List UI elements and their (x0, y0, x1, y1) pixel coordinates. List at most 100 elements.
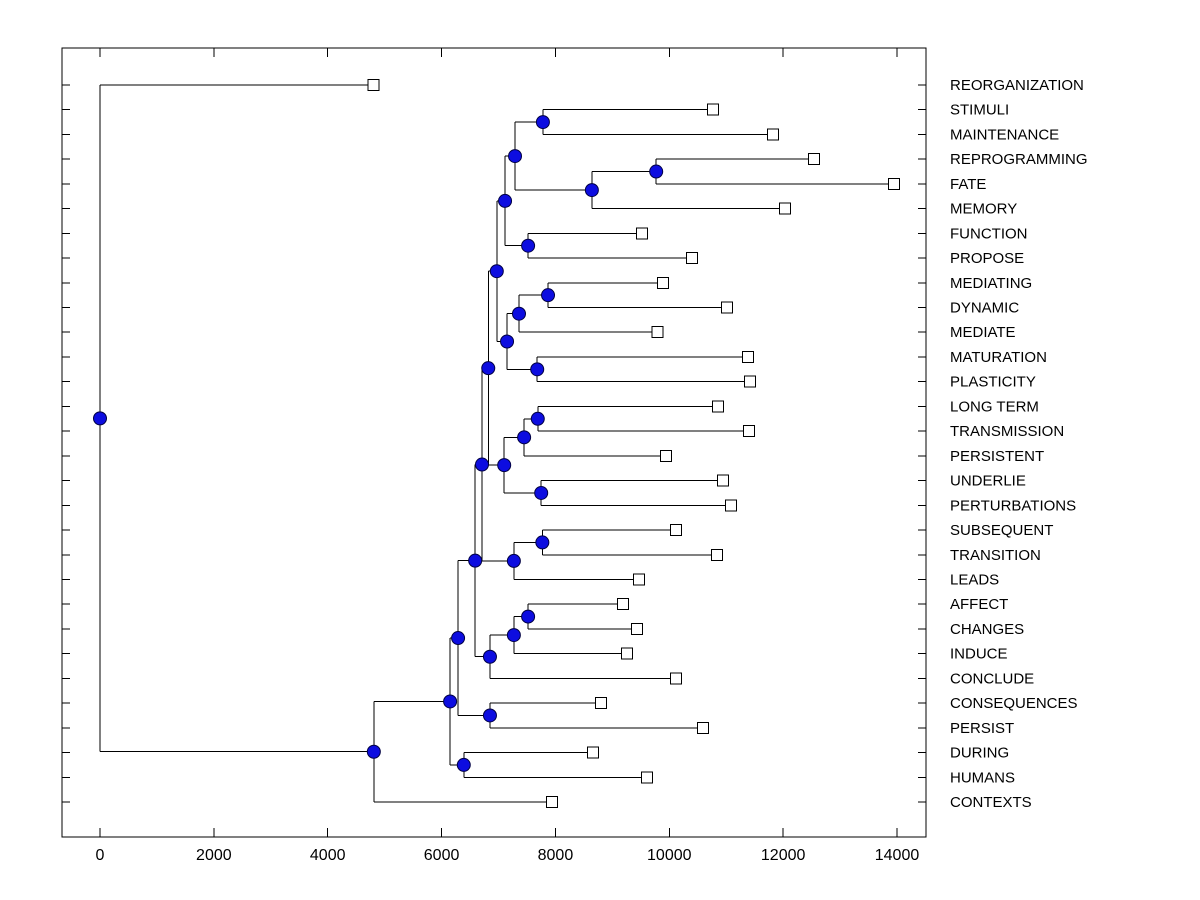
x-tick-label: 8000 (538, 847, 574, 864)
internal-node-marker (530, 362, 545, 377)
leaf-label: CONCLUDE (950, 670, 1034, 687)
leaf-marker (670, 672, 683, 685)
leaf-marker (641, 771, 654, 784)
leaf-marker (707, 103, 720, 116)
internal-node-marker (511, 306, 526, 321)
leaf-marker (367, 79, 380, 91)
leaf-label: TRANSITION (950, 547, 1041, 564)
leaf-marker (720, 301, 733, 314)
leaf-marker (744, 375, 757, 388)
leaf-label: FUNCTION (950, 225, 1028, 242)
internal-node-marker (443, 694, 458, 709)
internal-node-marker (506, 553, 521, 568)
leaf-label: LEADS (950, 571, 999, 588)
internal-node-marker (482, 649, 497, 664)
leaf-label: DYNAMIC (950, 300, 1019, 317)
leaf-label: PERTURBATIONS (950, 497, 1076, 514)
leaf-marker (766, 128, 779, 141)
leaf-label: REORGANIZATION (950, 77, 1084, 94)
leaf-label: PERSIST (950, 720, 1014, 737)
leaf-marker (621, 647, 634, 660)
internal-node-marker (481, 361, 496, 376)
x-tick-label: 4000 (310, 847, 346, 864)
internal-node-marker (521, 238, 536, 253)
leaf-marker (807, 153, 820, 166)
leaf-marker (778, 202, 791, 215)
leaf-label: MAINTENANCE (950, 126, 1059, 143)
leaf-marker (659, 449, 672, 462)
leaf-label: SUBSEQUENT (950, 522, 1053, 539)
internal-node-marker (497, 458, 512, 473)
leaf-label: PROPOSE (950, 250, 1024, 267)
internal-node-marker (535, 115, 550, 130)
leaf-marker (587, 746, 600, 759)
leaf-label: CONSEQUENCES (950, 695, 1078, 712)
leaf-marker (617, 598, 630, 611)
internal-node-marker (500, 334, 515, 349)
x-tick-label: 10000 (647, 847, 692, 864)
leaf-marker (686, 252, 699, 265)
internal-node-marker (517, 430, 532, 445)
internal-node-marker (530, 411, 545, 426)
leaf-marker (712, 400, 725, 413)
leaf-label: PLASTICITY (950, 374, 1036, 391)
internal-node-marker (366, 744, 381, 759)
internal-node-marker (498, 193, 513, 208)
leaf-label: CHANGES (950, 621, 1024, 638)
leaf-label: INDUCE (950, 646, 1008, 663)
internal-node-marker (456, 757, 471, 772)
internal-node-marker (649, 164, 664, 179)
leaf-label: HUMANS (950, 769, 1015, 786)
x-tick-label: 0 (96, 847, 105, 864)
leaf-label: CONTEXTS (950, 794, 1032, 811)
leaf-label: DURING (950, 745, 1009, 762)
internal-node-marker (534, 485, 549, 500)
leaf-marker (724, 499, 737, 512)
leaf-label: MATURATION (950, 349, 1047, 366)
leaf-label: MEMORY (950, 201, 1017, 218)
internal-node-marker (508, 149, 523, 164)
leaf-label: UNDERLIE (950, 473, 1026, 490)
leaf-marker (635, 227, 648, 240)
internal-node-marker (489, 264, 504, 279)
leaf-marker (633, 573, 646, 586)
leaf-marker (657, 276, 670, 289)
x-tick-label: 2000 (196, 847, 232, 864)
leaf-label: AFFECT (950, 596, 1008, 613)
leaf-marker (651, 326, 664, 339)
internal-node-marker (474, 457, 489, 472)
x-tick-label: 12000 (761, 847, 806, 864)
leaf-marker (670, 524, 683, 537)
x-tick-label: 6000 (424, 847, 460, 864)
internal-node-marker (535, 535, 550, 550)
internal-node-marker (521, 609, 536, 624)
leaf-label: TRANSMISSION (950, 423, 1064, 440)
internal-node-marker (93, 411, 107, 426)
leaf-label: PERSISTENT (950, 448, 1044, 465)
x-tick-label: 14000 (875, 847, 920, 864)
internal-node-marker (451, 631, 466, 646)
leaf-marker (742, 425, 755, 438)
internal-node-marker (506, 628, 521, 643)
plot-border (61, 47, 927, 838)
leaf-label: FATE (950, 176, 986, 193)
leaf-label: MEDIATE (950, 324, 1016, 341)
leaf-marker (696, 721, 709, 734)
leaf-marker (546, 795, 559, 808)
internal-node-marker (482, 708, 497, 723)
leaf-marker (711, 548, 724, 561)
internal-node-marker (541, 288, 556, 303)
leaf-marker (630, 622, 643, 635)
leaf-label: REPROGRAMMING (950, 151, 1088, 168)
internal-node-marker (468, 553, 483, 568)
leaf-marker (888, 177, 901, 190)
leaf-label: LONG TERM (950, 398, 1039, 415)
leaf-label: MEDIATING (950, 275, 1032, 292)
internal-node-marker (584, 183, 599, 198)
leaf-label: STIMULI (950, 102, 1009, 119)
leaf-marker (594, 697, 607, 710)
leaf-marker (741, 350, 754, 363)
leaf-marker (716, 474, 729, 487)
